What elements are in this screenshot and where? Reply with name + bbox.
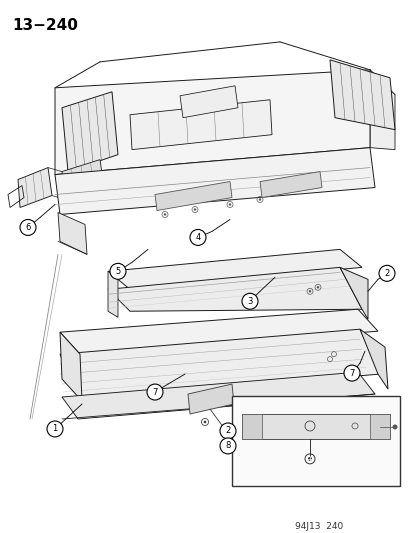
Polygon shape bbox=[58, 213, 87, 254]
Polygon shape bbox=[60, 329, 379, 399]
Circle shape bbox=[147, 384, 163, 400]
Text: 8: 8 bbox=[225, 441, 230, 450]
Circle shape bbox=[203, 421, 206, 423]
Polygon shape bbox=[242, 414, 261, 439]
Circle shape bbox=[378, 265, 394, 281]
Circle shape bbox=[110, 263, 126, 279]
Circle shape bbox=[190, 229, 206, 245]
Circle shape bbox=[228, 203, 230, 206]
Text: 5: 5 bbox=[115, 267, 120, 276]
Polygon shape bbox=[329, 60, 394, 130]
Polygon shape bbox=[18, 167, 52, 207]
Circle shape bbox=[47, 421, 63, 437]
Polygon shape bbox=[62, 92, 118, 172]
Polygon shape bbox=[60, 332, 82, 401]
Polygon shape bbox=[369, 414, 389, 439]
Text: 3: 3 bbox=[247, 297, 252, 306]
Circle shape bbox=[219, 423, 235, 439]
Polygon shape bbox=[55, 70, 369, 175]
Text: 7: 7 bbox=[349, 369, 354, 377]
Text: 2: 2 bbox=[225, 426, 230, 435]
Circle shape bbox=[343, 365, 359, 381]
Circle shape bbox=[258, 198, 261, 201]
Circle shape bbox=[307, 457, 311, 461]
Polygon shape bbox=[259, 172, 321, 198]
Circle shape bbox=[308, 290, 311, 293]
Polygon shape bbox=[108, 271, 118, 317]
Text: 1: 1 bbox=[52, 424, 57, 433]
Text: 2: 2 bbox=[383, 269, 389, 278]
Polygon shape bbox=[60, 309, 377, 354]
Text: 6: 6 bbox=[25, 223, 31, 232]
Polygon shape bbox=[369, 70, 394, 150]
Circle shape bbox=[20, 220, 36, 236]
Circle shape bbox=[219, 438, 235, 454]
Circle shape bbox=[316, 286, 318, 288]
Polygon shape bbox=[108, 249, 361, 289]
Polygon shape bbox=[62, 372, 374, 419]
Polygon shape bbox=[154, 182, 231, 211]
Bar bbox=[231, 396, 399, 486]
Circle shape bbox=[392, 424, 396, 430]
Polygon shape bbox=[130, 100, 271, 150]
Circle shape bbox=[164, 213, 166, 216]
Circle shape bbox=[242, 293, 257, 309]
Polygon shape bbox=[242, 414, 389, 439]
Polygon shape bbox=[188, 384, 233, 414]
Circle shape bbox=[193, 208, 196, 211]
Text: 7: 7 bbox=[152, 387, 157, 397]
Text: 94J13  240: 94J13 240 bbox=[294, 522, 342, 531]
Polygon shape bbox=[62, 159, 104, 199]
Text: 4: 4 bbox=[195, 233, 200, 242]
Polygon shape bbox=[55, 148, 374, 214]
Polygon shape bbox=[180, 86, 237, 118]
Polygon shape bbox=[108, 268, 361, 311]
Polygon shape bbox=[359, 329, 387, 389]
Text: 13−240: 13−240 bbox=[12, 18, 78, 33]
Polygon shape bbox=[339, 268, 367, 319]
